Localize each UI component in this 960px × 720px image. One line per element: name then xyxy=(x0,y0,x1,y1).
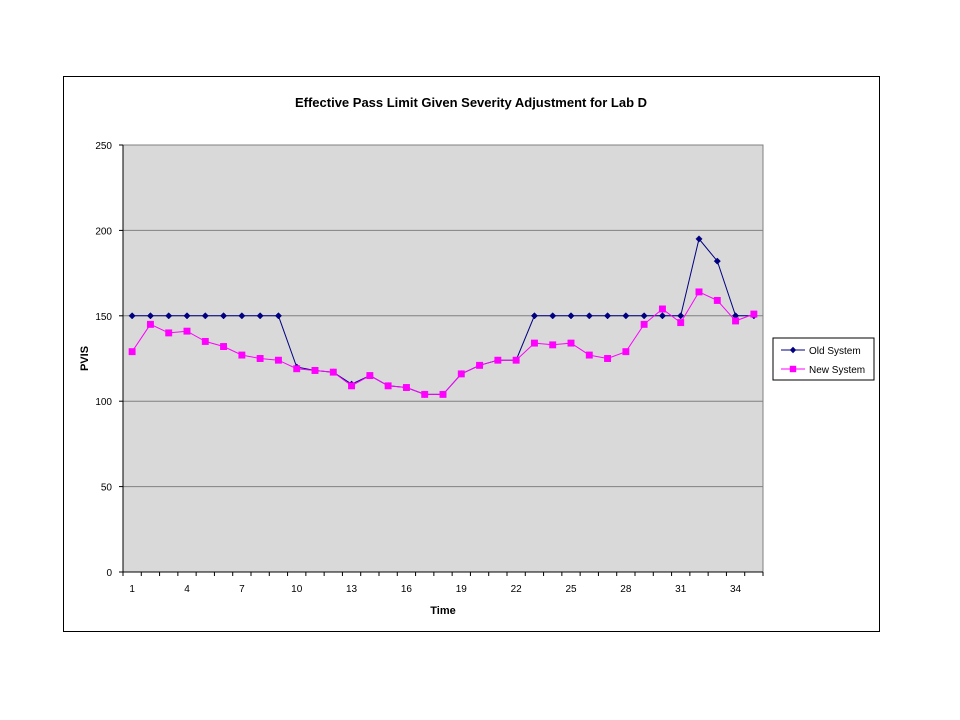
data-point xyxy=(604,312,612,320)
data-point xyxy=(366,372,374,380)
axes: 0 50 100 150 200 250 1 4 7 10 13 16 19 22 25 28 31 34 xyxy=(95,141,764,595)
data-point xyxy=(585,351,593,359)
data-point xyxy=(183,327,191,335)
data-point xyxy=(201,312,209,320)
data-point xyxy=(165,312,173,320)
legend-item: Old System xyxy=(781,346,861,357)
data-point xyxy=(238,312,246,320)
y-tick-label: 200 xyxy=(95,226,112,237)
legend-box xyxy=(772,337,875,381)
legend-label: Old System xyxy=(809,346,861,357)
data-point xyxy=(512,356,520,364)
plot-area xyxy=(122,144,764,573)
data-point xyxy=(658,305,666,313)
data-point xyxy=(220,312,228,320)
y-axis-title: PVIS xyxy=(79,346,91,371)
data-point xyxy=(658,312,666,320)
data-point xyxy=(439,390,447,398)
chart-area: Effective Pass Limit Given Severity Adju… xyxy=(63,76,880,632)
data-point xyxy=(293,365,301,373)
x-tick-label: 19 xyxy=(456,584,468,595)
data-point xyxy=(274,312,282,320)
data-point xyxy=(713,296,721,304)
data-point xyxy=(695,235,703,243)
data-point xyxy=(750,310,758,318)
x-tick-label: 25 xyxy=(565,584,577,595)
y-tick-label: 250 xyxy=(95,141,112,152)
data-point xyxy=(567,312,575,320)
x-tick-label: 34 xyxy=(730,584,742,595)
legend: Old System New System xyxy=(772,337,875,381)
data-point xyxy=(128,348,136,356)
x-tick-label: 28 xyxy=(620,584,632,595)
x-tick-label: 10 xyxy=(291,584,303,595)
data-point xyxy=(549,312,557,320)
series-new-system xyxy=(128,288,758,398)
data-point xyxy=(677,319,685,327)
data-point xyxy=(220,343,228,350)
x-tick-label: 13 xyxy=(346,584,358,595)
data-point xyxy=(476,361,484,369)
data-point xyxy=(677,312,685,320)
series-layer xyxy=(128,235,758,398)
x-tick-label: 16 xyxy=(401,584,413,595)
data-point xyxy=(604,355,612,362)
data-point xyxy=(201,337,209,345)
y-tick-label: 100 xyxy=(95,397,112,408)
data-point xyxy=(457,370,465,378)
data-point xyxy=(183,312,191,320)
data-point xyxy=(640,312,648,320)
data-point xyxy=(311,367,319,374)
data-point xyxy=(640,320,648,328)
x-tick-label: 22 xyxy=(511,584,523,595)
data-point xyxy=(128,312,136,320)
data-point xyxy=(146,312,154,320)
data-point xyxy=(165,329,173,337)
data-point xyxy=(274,356,282,364)
line-chart: Effective Pass Limit Given Severity Adju… xyxy=(79,95,875,617)
legend-item: New System xyxy=(781,365,865,376)
data-point xyxy=(695,288,703,296)
data-point xyxy=(732,317,740,325)
data-point xyxy=(585,312,593,320)
data-point xyxy=(256,355,264,362)
y-tick-label: 50 xyxy=(101,483,113,494)
data-point xyxy=(421,390,429,398)
y-tick-label: 0 xyxy=(106,568,112,579)
x-tick-label: 1 xyxy=(129,584,135,595)
data-point xyxy=(622,348,630,356)
data-point xyxy=(329,368,337,376)
x-tick-label: 4 xyxy=(184,584,190,595)
chart-title: Effective Pass Limit Given Severity Adju… xyxy=(295,95,647,110)
data-point xyxy=(146,320,154,328)
data-point xyxy=(713,257,721,265)
data-point xyxy=(622,312,630,320)
data-point xyxy=(494,356,502,364)
data-point xyxy=(348,382,356,390)
data-point xyxy=(402,384,410,391)
data-point xyxy=(549,341,557,349)
legend-label: New System xyxy=(809,365,865,376)
x-tick-label: 31 xyxy=(675,584,687,595)
y-tick-label: 150 xyxy=(95,312,112,323)
data-point xyxy=(530,339,538,347)
legend-marker xyxy=(789,346,797,354)
data-point xyxy=(256,312,264,320)
x-axis-title: Time xyxy=(430,605,455,617)
legend-marker xyxy=(789,365,797,373)
x-tick-label: 7 xyxy=(239,584,245,595)
data-point xyxy=(384,382,392,390)
data-point xyxy=(530,312,538,320)
data-point xyxy=(238,351,246,359)
data-point xyxy=(567,339,575,347)
